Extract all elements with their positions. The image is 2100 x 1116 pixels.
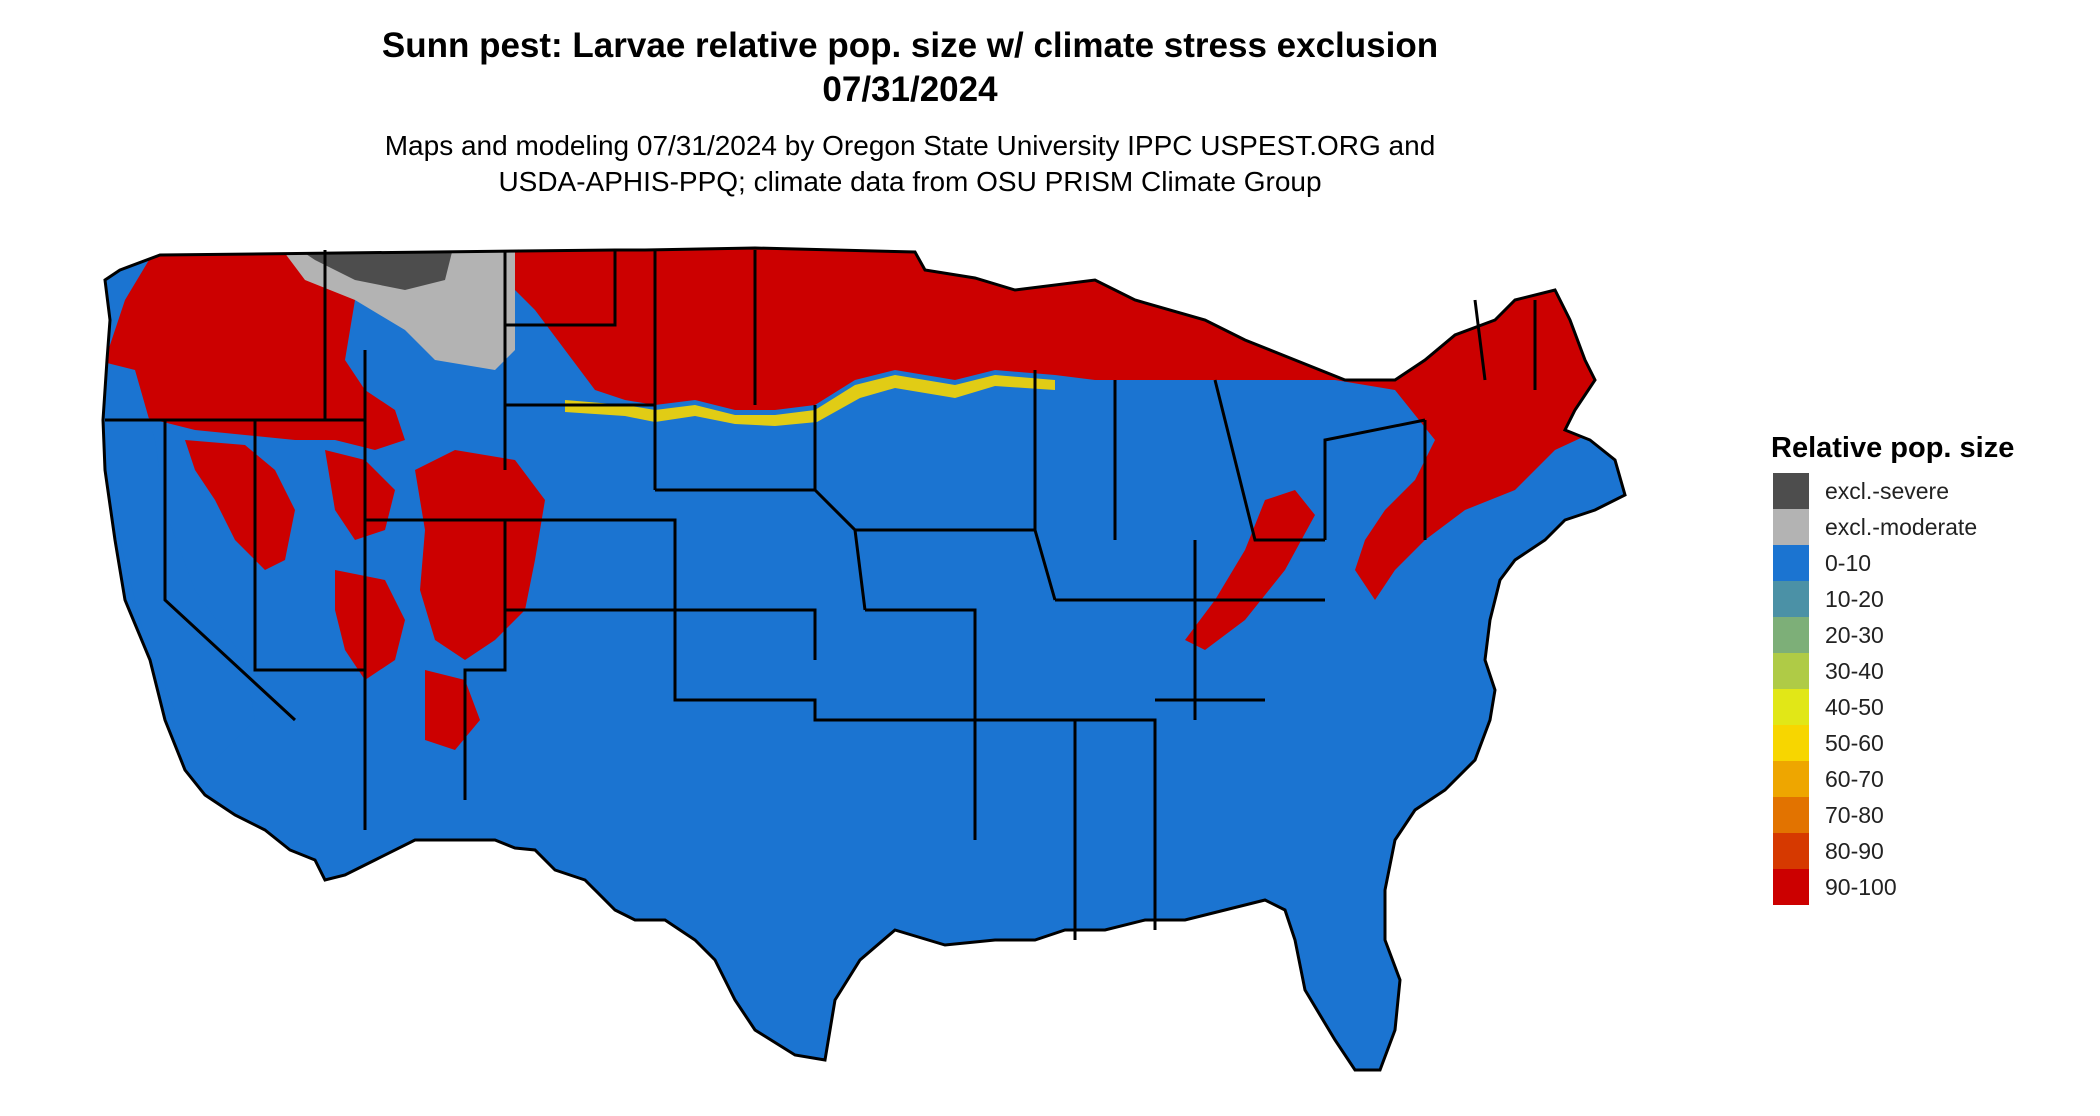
west-coast-low-strip: [103, 360, 255, 760]
legend-item: excl.-moderate: [1773, 509, 2073, 545]
legend-swatch: [1773, 509, 1809, 545]
legend-label: 40-50: [1825, 694, 1884, 720]
legend-swatch: [1773, 797, 1809, 833]
legend-item: 80-90: [1773, 833, 2073, 869]
legend-label: 80-90: [1825, 838, 1884, 864]
legend-swatch: [1773, 761, 1809, 797]
legend-swatch: [1773, 473, 1809, 509]
legend-swatch: [1773, 653, 1809, 689]
legend-swatch: [1773, 689, 1809, 725]
legend-swatch: [1773, 581, 1809, 617]
state-borders: [105, 250, 1537, 940]
map-date: 07/31/2024: [822, 70, 998, 109]
legend-item: 40-50: [1773, 689, 2073, 725]
legend-swatch: [1773, 617, 1809, 653]
legend-label: 60-70: [1825, 766, 1884, 792]
legend-swatch: [1773, 833, 1809, 869]
legend-swatch: [1773, 545, 1809, 581]
rockies-high-region: [415, 450, 545, 660]
appalachian-high-ridge: [1185, 490, 1315, 650]
legend-item: 30-40: [1773, 653, 2073, 689]
west-high-patches: [185, 440, 395, 570]
legend-label: 90-100: [1825, 874, 1897, 900]
legend-swatch: [1773, 725, 1809, 761]
legend-label: 50-60: [1825, 730, 1884, 756]
legend-label: excl.-moderate: [1825, 514, 1978, 540]
legend: Relative pop. size excl.-severe excl.-mod…: [1771, 430, 2093, 905]
legend-label: excl.-severe: [1825, 478, 1949, 504]
legend-label: 0-10: [1825, 550, 1872, 576]
map-title: Sunn pest: Larvae relative pop. size w/ …: [381, 26, 1439, 65]
map-credit-line-1: Maps and modeling 07/31/2024 by Oregon S…: [384, 130, 1436, 161]
legend-item: 10-20: [1773, 581, 2073, 617]
legend-item: excl.-severe: [1773, 473, 2073, 509]
legend-label: 20-30: [1825, 622, 1884, 648]
excluded-moderate-zone: [275, 248, 515, 370]
legend-swatch: [1773, 869, 1809, 905]
legend-item: 50-60: [1773, 725, 2073, 761]
northern-band-fringe: [565, 375, 1055, 426]
legend-item: 0-10: [1773, 545, 2073, 581]
legend-title: Relative pop. size: [1771, 432, 2015, 464]
legend-item: 60-70: [1773, 761, 2073, 797]
map-credit-line-2: USDA-APHIS-PPQ; climate data from OSU PR…: [498, 166, 1322, 197]
legend-label: 30-40: [1825, 658, 1884, 684]
northwest-high-region: [105, 248, 405, 450]
legend-label: 70-80: [1825, 802, 1884, 828]
legend-label: 10-20: [1825, 586, 1884, 612]
us-pest-map: [101, 246, 1627, 1072]
legend-item: 70-80: [1773, 797, 2073, 833]
four-corners-high-region: [335, 570, 480, 750]
legend-item: 90-100: [1773, 869, 2073, 905]
legend-item: 20-30: [1773, 617, 2073, 653]
